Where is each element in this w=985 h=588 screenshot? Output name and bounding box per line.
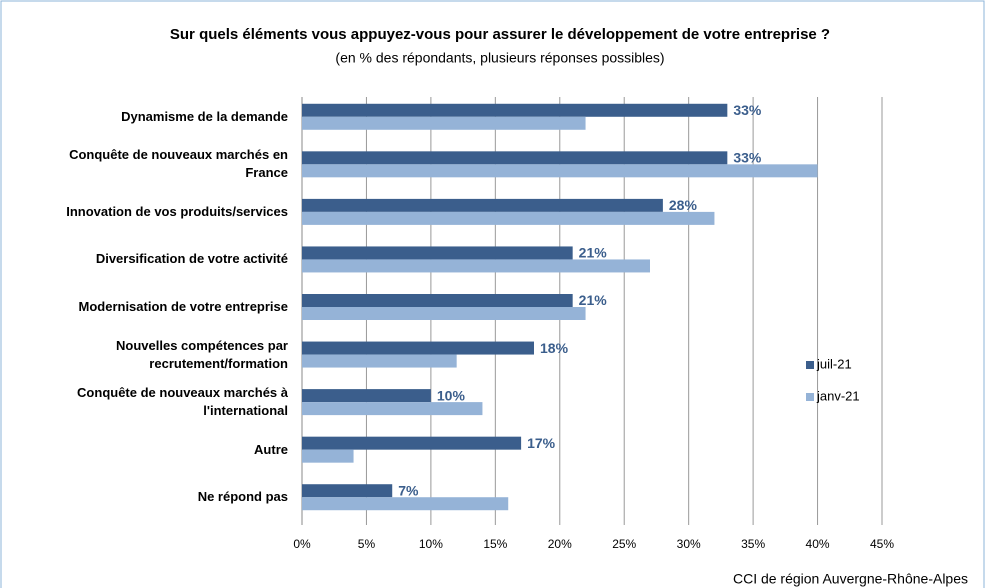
bar [302, 198, 663, 212]
source: CCI de région Auvergne-Rhône-Alpes [733, 571, 968, 587]
bar [302, 294, 573, 307]
x-tick-label: 5% [358, 537, 376, 551]
legend-swatch [806, 361, 814, 369]
x-tick-label: 40% [806, 537, 830, 551]
value-label: 21% [579, 292, 608, 308]
value-label: 18% [540, 340, 569, 356]
x-tick-label: 20% [548, 537, 572, 551]
chart-title: Sur quels éléments vous appuyez-vous pou… [170, 26, 830, 43]
legend-label: janv-21 [816, 388, 860, 403]
x-tick-label: 45% [870, 537, 894, 551]
value-label: 21% [579, 245, 608, 261]
x-tick-label: 25% [612, 537, 636, 551]
category-label: Innovation de vos produits/services [66, 203, 288, 219]
legend-swatch [806, 393, 814, 401]
x-tick-label: 10% [419, 537, 443, 551]
value-label: 17% [527, 435, 556, 451]
legend-label: juil-21 [816, 356, 852, 371]
bar [302, 484, 393, 498]
category-label: Ne répond pas [197, 489, 288, 505]
value-label: 10% [437, 387, 466, 403]
value-label: 33% [733, 150, 762, 166]
category-label: Conquête de nouveaux marchés en France [69, 147, 288, 181]
x-tick-label: 35% [741, 537, 765, 551]
bar [302, 497, 509, 511]
bar [302, 116, 586, 130]
bar [302, 307, 586, 320]
bar [302, 402, 483, 416]
value-label: 7% [398, 482, 419, 498]
chart-subtitle: (en % des répondants, plusieurs réponses… [335, 50, 664, 66]
value-label: 33% [733, 102, 762, 118]
bar [302, 211, 715, 225]
x-tick-label: 15% [483, 537, 507, 551]
category-label: Dynamisme de la demande [121, 108, 288, 124]
category-label: Nouvelles compétences par recrutement/fo… [116, 337, 288, 371]
category-label: Conquête de nouveaux marchés à l'interna… [77, 385, 288, 419]
x-tick-label: 0% [293, 537, 311, 551]
bar [302, 246, 573, 260]
bar [302, 164, 818, 178]
bar [302, 103, 728, 117]
bar [302, 354, 457, 368]
bar [302, 436, 522, 450]
category-label: Modernisation de votre entreprise [78, 299, 289, 314]
bar [302, 259, 650, 273]
category-label: Diversification de votre activité [95, 251, 288, 267]
bar [302, 449, 354, 463]
bar [302, 151, 728, 165]
bar [302, 389, 431, 403]
bar [302, 341, 534, 355]
category-label: Autre [254, 441, 288, 457]
x-tick-label: 30% [677, 537, 701, 551]
value-label: 28% [669, 197, 698, 213]
